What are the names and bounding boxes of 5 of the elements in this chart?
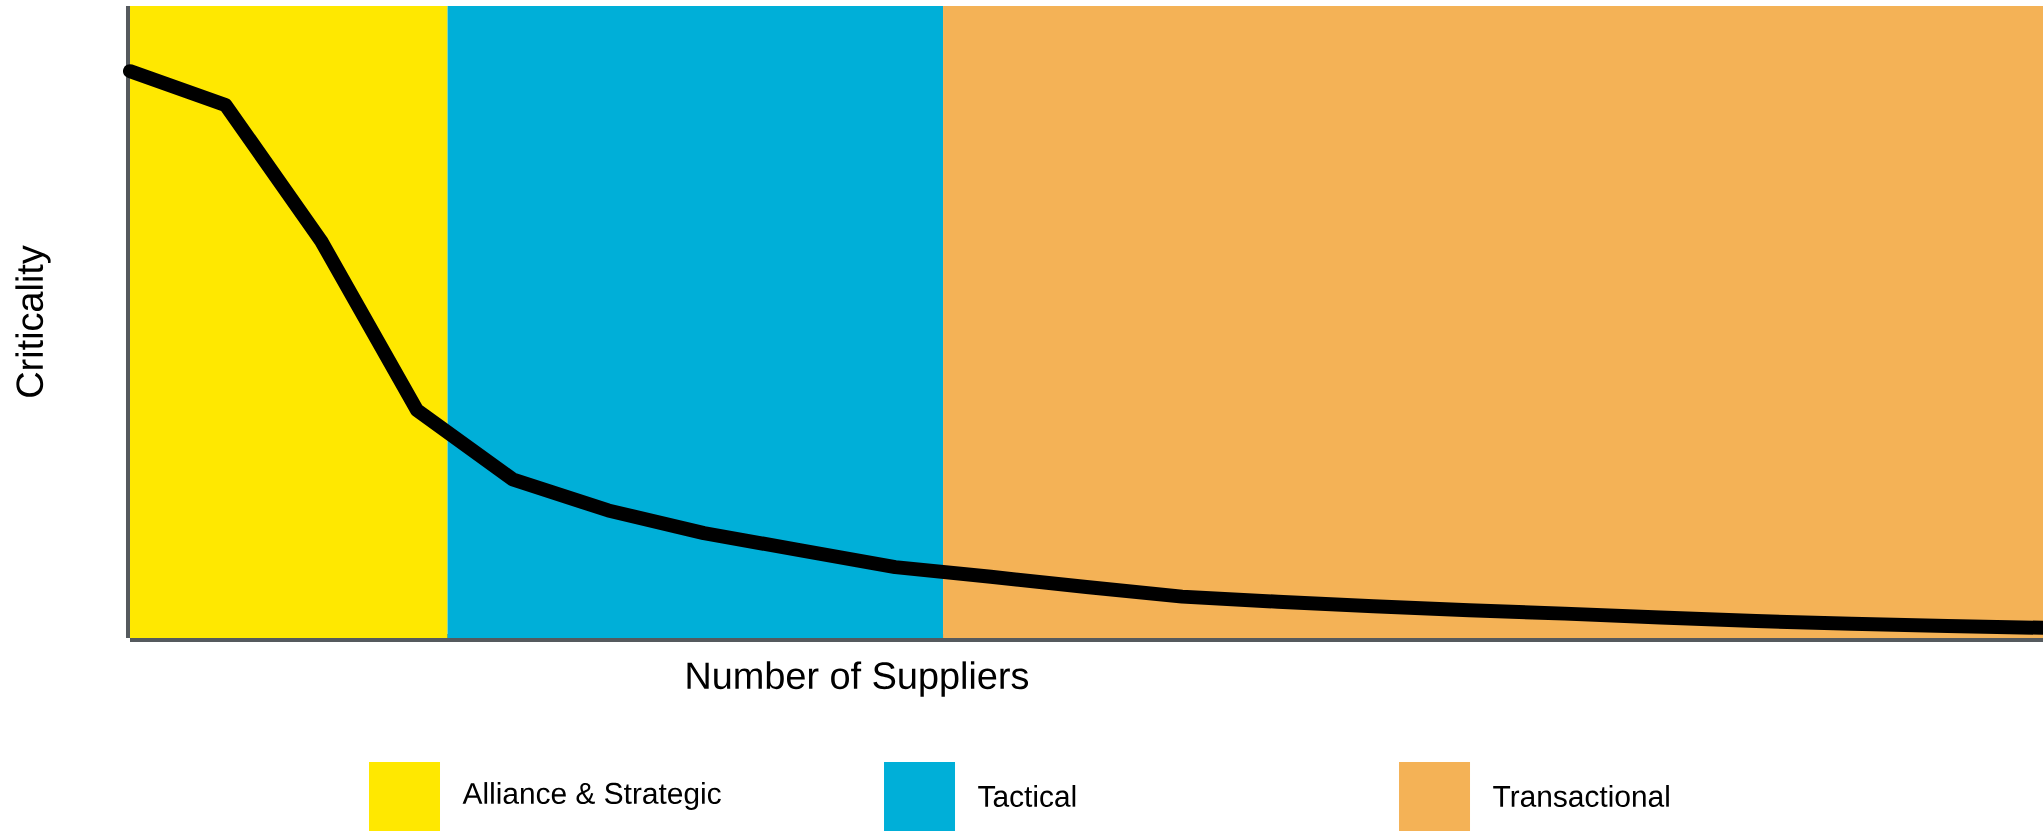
text: Transactional bbox=[1493, 785, 1669, 807]
y-axis-title: Criticality bbox=[15, 245, 51, 397]
text: Tactical bbox=[978, 785, 1076, 807]
x-axis-title: Number of Suppliers bbox=[687, 661, 1029, 697]
text: Alliance & Strategic bbox=[462, 782, 721, 810]
